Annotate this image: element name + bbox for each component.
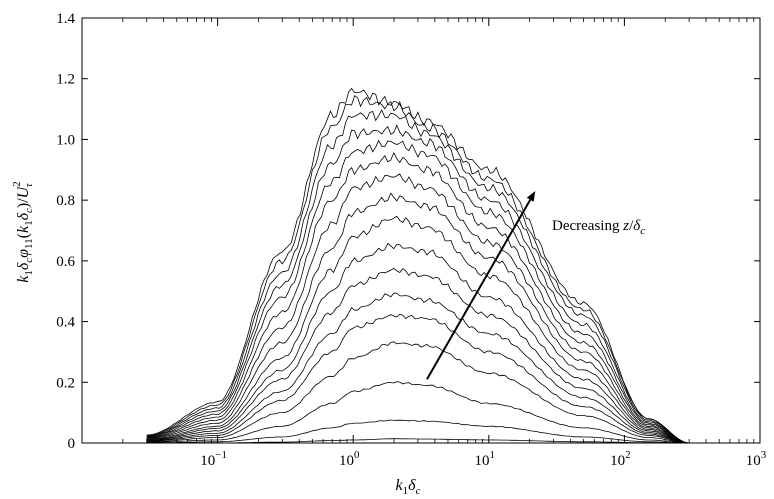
y-tick-label: 1.2	[56, 72, 75, 88]
series-line	[146, 419, 690, 444]
series-line	[146, 173, 690, 444]
y-tick-label: 0.8	[56, 193, 75, 209]
y-tick-label: 1.4	[56, 11, 75, 27]
y-tick-label: 0.4	[56, 315, 75, 331]
series-line	[146, 192, 690, 444]
y-tick-label: 0	[68, 436, 76, 452]
series-line	[146, 313, 690, 444]
x-axis-label: k1δc	[396, 477, 421, 497]
series-line	[146, 151, 690, 444]
y-tick-label: 0.6	[56, 254, 75, 270]
series-line	[146, 109, 690, 444]
x-tick-label: 103	[746, 449, 767, 469]
series-line	[146, 139, 690, 444]
y-tick-label: 0.2	[56, 375, 75, 391]
plot-frame	[81, 17, 761, 444]
x-tick-label: 100	[339, 449, 360, 469]
x-tick-label: 102	[610, 449, 631, 469]
y-axis-label: k1δcφ11(k1δc)/U2τ	[11, 181, 35, 283]
series-line	[146, 267, 690, 444]
annotation-text: Decreasing z/δc	[552, 218, 645, 237]
series-line	[146, 242, 690, 444]
series-line	[146, 381, 690, 444]
series-line	[146, 87, 690, 444]
x-axis-ticks: 10−1 100 101 102 103	[122, 18, 767, 469]
y-axis-ticks: 0 0.2 0.4 0.6 0.8 1.0 1.2 1.4	[56, 11, 760, 452]
x-tick-label: 101	[475, 449, 496, 469]
series-line	[146, 438, 690, 444]
series-line	[146, 292, 690, 444]
series-group	[146, 87, 690, 444]
series-line	[146, 124, 690, 444]
annotation-arrowhead	[526, 191, 536, 202]
x-tick-label: 10−1	[200, 449, 227, 469]
series-line	[146, 95, 690, 444]
series-line	[146, 341, 690, 444]
series-line	[146, 215, 690, 444]
annotation-arrow	[426, 199, 532, 380]
y-tick-label: 1.0	[56, 132, 75, 148]
